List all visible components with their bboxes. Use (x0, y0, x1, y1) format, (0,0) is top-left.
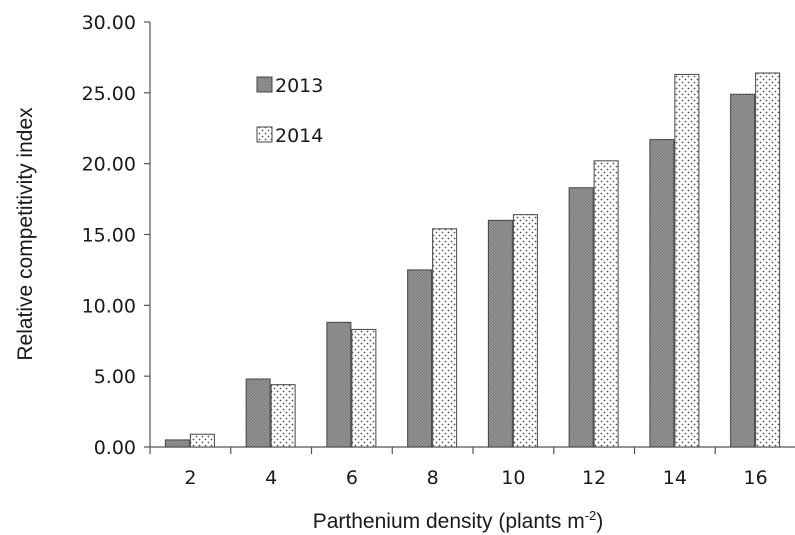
bar-2014-2 (189, 433, 215, 448)
bar-2014-10 (512, 214, 538, 448)
x-axis-title-superscript: -2 (585, 508, 597, 523)
x-tick-label: 8 (427, 467, 439, 489)
x-tick-label: 4 (265, 467, 277, 489)
x-tick-label: 6 (346, 467, 358, 489)
y-tick-label: 20.00 (82, 154, 136, 176)
y-tick-label: 10.00 (82, 295, 136, 317)
x-tick-label: 2 (184, 467, 196, 489)
bar-2013-12 (568, 187, 594, 448)
x-tick-labels: 2 4 6 8 10 12 14 16 (184, 467, 767, 489)
legend-item-2013: 2013 (256, 75, 323, 97)
x-tick-label: 14 (663, 467, 687, 489)
bar-2013-14 (649, 139, 675, 448)
y-tick-label: 0.00 (94, 437, 136, 459)
legend: 2013 2014 (256, 75, 323, 147)
x-axis-title-main: Parthenium density (plants m (313, 510, 585, 533)
x-tick-label: 10 (501, 467, 525, 489)
y-axis (144, 21, 151, 448)
bar-2013-6 (326, 321, 352, 448)
legend-item-2014: 2014 (256, 125, 323, 147)
bar-2014-12 (593, 160, 619, 448)
y-tick-labels: 0.00 5.00 10.00 15.00 20.00 25.00 30.00 (82, 12, 136, 459)
x-axis (149, 446, 795, 454)
bar-2014-16 (755, 72, 781, 448)
x-tick-label: 16 (744, 467, 768, 489)
y-tick-label: 5.00 (94, 366, 136, 388)
bars (164, 72, 781, 448)
legend-label-2014: 2014 (275, 125, 323, 147)
y-tick-label: 15.00 (82, 225, 136, 247)
bar-2014-6 (351, 328, 377, 448)
y-tick-label: 25.00 (82, 83, 136, 105)
legend-swatch-2013 (256, 76, 273, 93)
bar-2013-4 (245, 378, 271, 448)
x-axis-title-end: ) (596, 510, 603, 533)
bar-2014-14 (674, 73, 700, 448)
bar-2013-8 (407, 269, 433, 448)
bar-2014-4 (270, 384, 296, 448)
bar-2013-10 (487, 219, 513, 448)
legend-swatch-2014 (256, 126, 273, 143)
x-axis-title: Parthenium density (plants m-2) (313, 508, 604, 533)
bar-2013-16 (730, 93, 756, 448)
legend-label-2013: 2013 (275, 75, 323, 97)
bar-2014-8 (432, 228, 458, 448)
y-tick-label: 30.00 (82, 12, 136, 34)
bar-2013-2 (164, 439, 190, 448)
y-axis-title: Relative competitivity index (14, 107, 37, 361)
x-tick-label: 12 (582, 467, 606, 489)
